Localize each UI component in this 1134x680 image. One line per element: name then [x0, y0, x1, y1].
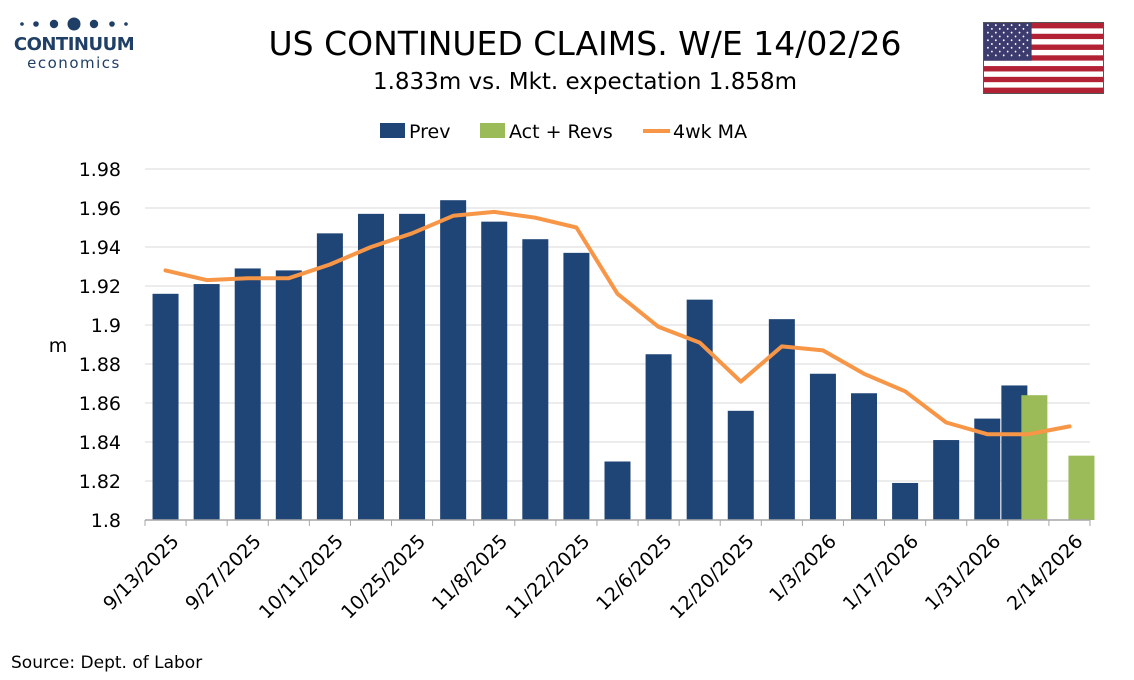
logo-dots-icon: [20, 17, 128, 31]
x-tick-label: 10/11/2025: [255, 530, 348, 623]
bar-prev: [316, 233, 343, 520]
bar-prev: [440, 200, 467, 520]
x-tick-label: 1/31/2026: [921, 530, 1005, 614]
bar-prev: [933, 440, 960, 520]
us-flag-icon: [983, 22, 1104, 94]
y-tick-label: 1.88: [79, 354, 121, 376]
legend-label-act-revs: Act + Revs: [509, 121, 613, 143]
bar-prev: [645, 354, 672, 520]
chart-subtitle: 1.833m vs. Mkt. expectation 1.858m: [372, 69, 798, 95]
y-tick-label: 1.82: [79, 471, 121, 493]
bar-prev: [686, 299, 713, 520]
x-tick-label: 9/27/2025: [181, 530, 265, 614]
bar-act-revs: [1068, 455, 1095, 520]
bar-prev: [399, 213, 426, 520]
source-note: Source: Dept. of Labor: [11, 653, 203, 673]
logo-name: CONTINUUM: [13, 34, 135, 55]
x-tick-label: 10/25/2025: [337, 530, 430, 623]
bar-prev: [563, 252, 590, 520]
y-tick-label: 1.84: [79, 432, 121, 454]
y-tick-label: 1.96: [79, 198, 121, 220]
bar-prev: [234, 268, 261, 520]
bar-prev: [809, 373, 836, 520]
bar-prev: [275, 270, 302, 520]
x-tick-label: 11/8/2025: [428, 530, 512, 614]
logo-subtitle: economics: [27, 54, 121, 72]
x-tick-label: 1/17/2026: [839, 530, 923, 614]
y-tick-label: 1.94: [79, 237, 121, 259]
y-tick-label: 1.8: [91, 510, 121, 532]
bar-prev: [357, 213, 384, 520]
bar-prev: [193, 284, 220, 520]
y-axis-label: m: [49, 335, 68, 357]
continuum-logo: CONTINUUM economics: [12, 14, 136, 76]
bar-prev: [727, 410, 754, 520]
y-tick-label: 1.98: [79, 159, 121, 181]
legend-label-4wk-ma: 4wk MA: [673, 121, 747, 143]
legend-swatch-act-revs: [480, 123, 505, 138]
bar-prev: [892, 482, 919, 520]
x-tick-label: 1/3/2026: [765, 530, 841, 606]
legend-label-prev: Prev: [409, 121, 450, 143]
x-tick-label: 12/20/2025: [666, 530, 759, 623]
bar-prev: [604, 461, 631, 520]
chart-title: US CONTINUED CLAIMS. W/E 14/02/26: [268, 24, 902, 63]
bar-act-revs: [1021, 395, 1048, 520]
x-tick-label: 11/22/2025: [501, 530, 594, 623]
bar-prev: [481, 221, 508, 520]
x-tick-label: 12/6/2025: [592, 530, 676, 614]
x-tick-label: 9/13/2025: [99, 530, 183, 614]
bar-prev: [522, 239, 549, 520]
y-tick-label: 1.9: [91, 315, 121, 337]
x-tick-label: 2/14/2026: [1003, 530, 1087, 614]
y-tick-label: 1.92: [79, 276, 121, 298]
bar-prev: [152, 293, 179, 520]
legend-swatch-prev: [380, 123, 405, 138]
bar-prev: [851, 393, 878, 520]
y-tick-label: 1.86: [79, 393, 121, 415]
